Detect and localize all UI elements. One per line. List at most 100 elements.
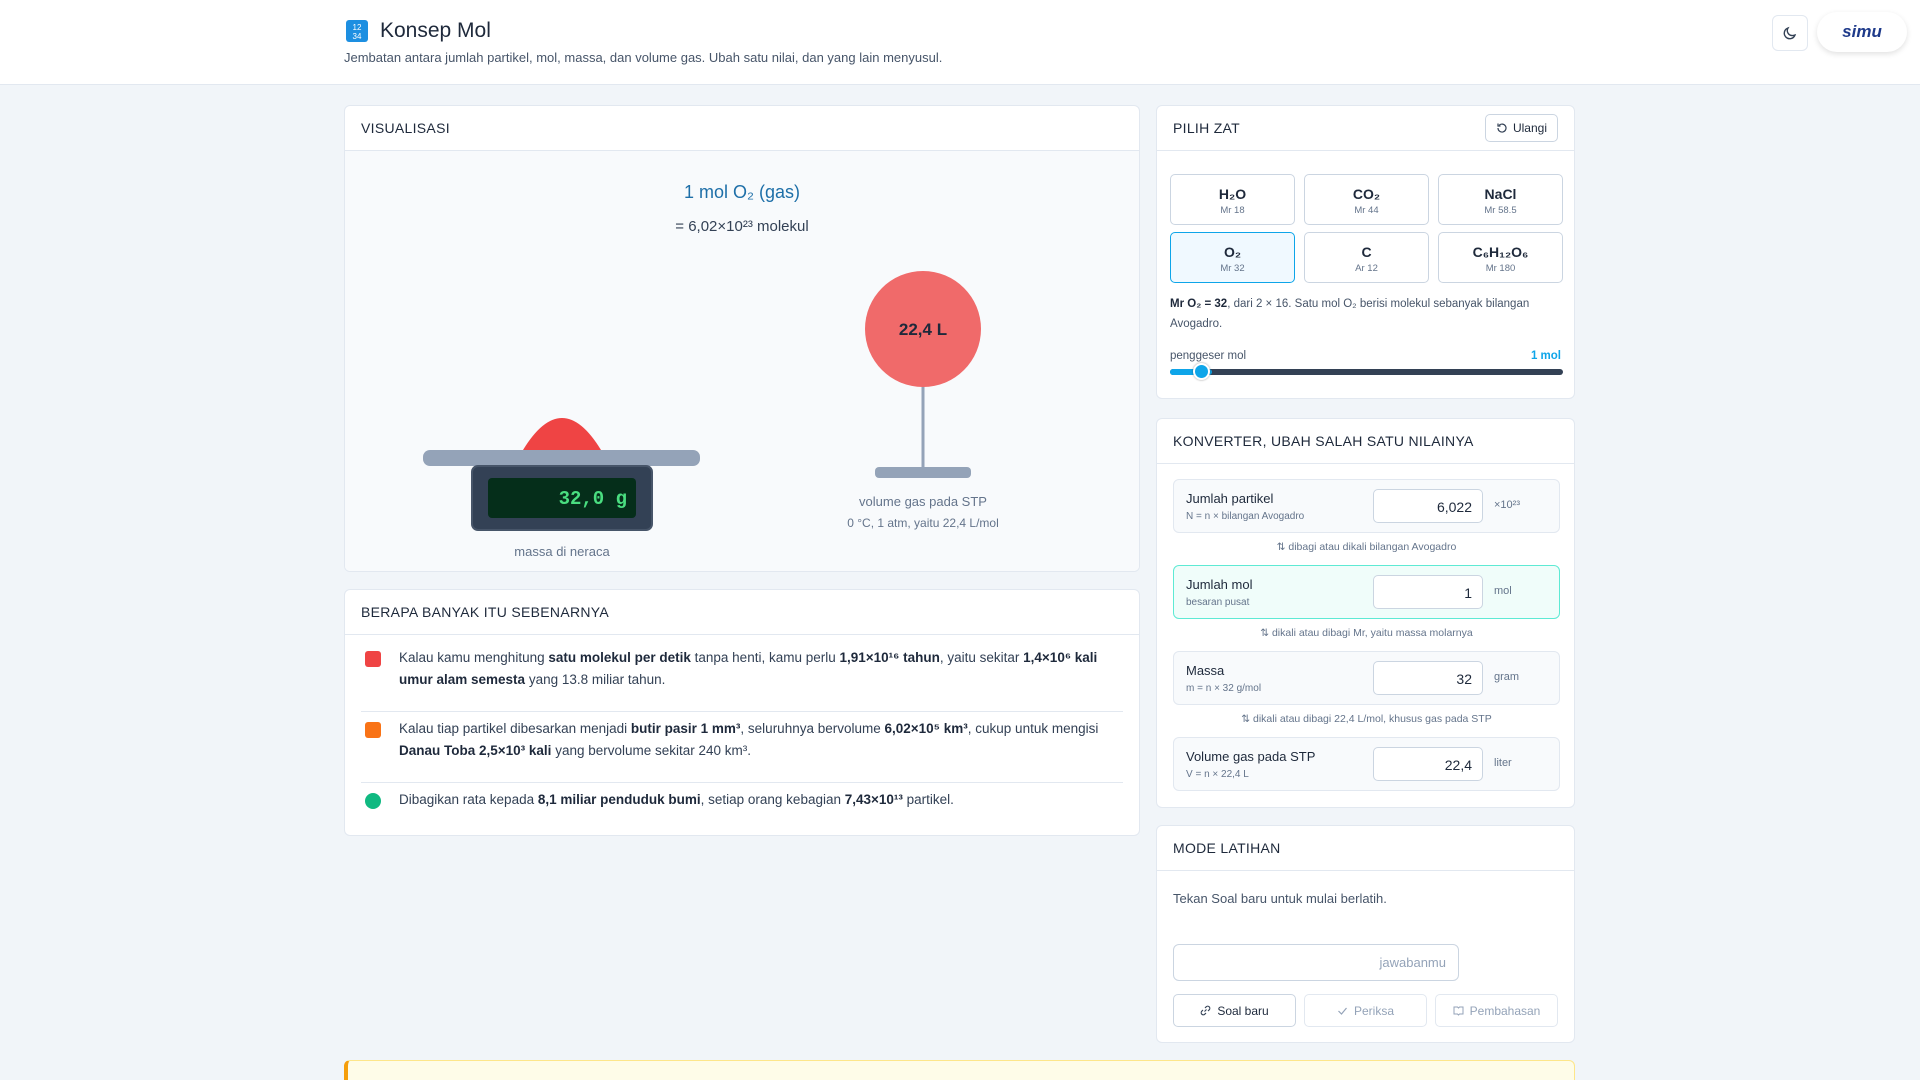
row-unit: mol (1494, 585, 1512, 597)
text: , dari 2 × 16. Satu mol O₂ berisi moleku… (1170, 298, 1530, 330)
substance-option[interactable]: CO₂ Mr 44 (1304, 174, 1429, 225)
svg-text:34: 34 (353, 32, 362, 41)
panel-heading: PILIH ZAT Ulangi (1157, 106, 1574, 151)
button-icon (1453, 1005, 1464, 1016)
molar-mass: Ar 12 (1355, 263, 1378, 274)
slider-track[interactable] (1170, 369, 1563, 375)
row-label: Jumlah mol (1186, 577, 1253, 592)
link-text: dibagi atau dikali bilangan Avogadro (1288, 541, 1457, 553)
heading-text: KONVERTER, UBAH SALAH SATU NILAINYA (1173, 433, 1474, 449)
substance-description: Mr O₂ = 32, dari 2 × 16. Satu mol O₂ ber… (1170, 294, 1565, 334)
bold-text: 1,4×10⁶ kali umur alam semesta (399, 650, 1098, 687)
bold-text: 1,91×10¹⁶ tahun (839, 650, 940, 665)
volume-note: 0 °C, 1 atm, yaitu 22,4 L/mol (847, 516, 999, 530)
notice-bar (344, 1060, 1575, 1080)
row-input[interactable]: 1 (1373, 575, 1483, 609)
fact-icon (365, 651, 381, 667)
theme-toggle[interactable] (1772, 15, 1808, 51)
formula: O₂ (1223, 244, 1242, 260)
scale-label: massa di neraca (514, 544, 610, 559)
link-arrow: ⇅ (1276, 541, 1289, 553)
scale-reading: 32,0 g (559, 488, 627, 510)
text: , cukup untuk mengisi (967, 721, 1099, 736)
panel-heading: MODE LATIHAN (1157, 826, 1574, 871)
substance-panel: PILIH ZAT Ulangi Mr O₂ = 32, dari 2 × 16… (1156, 105, 1575, 399)
converter-row: Massa m = n × 32 g/mol 32 gram (1173, 651, 1560, 705)
formula: CO₂ (1352, 186, 1381, 202)
amount: 1 mol O₂ (gas) (684, 182, 800, 202)
button-icon (1200, 1005, 1211, 1016)
visualization-panel: VISUALISASI 1 mol O₂ (gas) = 6,02×10²³ m… (344, 105, 1140, 572)
separator (361, 711, 1123, 712)
logo[interactable]: simu (1817, 12, 1907, 52)
fact-item: Dibagikan rata kepada 8,1 miliar pendudu… (361, 789, 1123, 811)
answer-input[interactable]: jawabanmu (1173, 944, 1459, 981)
slider-thumb[interactable] (1193, 363, 1210, 380)
text: , yaitu sekitar (939, 650, 1024, 665)
text: partikel. (902, 792, 954, 807)
balloon-stand (875, 467, 971, 478)
substance-option[interactable]: NaCl Mr 58.5 (1438, 174, 1563, 225)
heading-text: PILIH ZAT (1173, 120, 1241, 136)
button-icon (1337, 1005, 1348, 1016)
fact-icon (365, 793, 381, 809)
panel-heading: BERAPA BANYAK ITU SEBENARNYA (345, 590, 1139, 635)
conversion-link: ⇅ dibagi atau dikali bilangan Avogadro (1157, 541, 1574, 553)
app-subtitle: Jembatan antara jumlah partikel, mol, ma… (344, 50, 943, 65)
link-arrow: ⇅ (1260, 627, 1272, 639)
header: 12 34 Konsep Mol Jembatan antara jumlah p… (0, 0, 1920, 85)
row-input[interactable]: 32 (1373, 661, 1483, 695)
reset-button[interactable]: Ulangi (1484, 114, 1558, 142)
link-text: dikali atau dibagi 22,4 L/mol, khusus ga… (1252, 713, 1492, 725)
molar-mass: Mr 18 (1220, 205, 1245, 216)
app-title: Konsep Mol (380, 19, 491, 42)
fact-item: Kalau tiap partikel dibesarkan menjadi b… (361, 718, 1123, 762)
substance-option[interactable]: C Ar 12 (1304, 232, 1429, 283)
row-hint: m = n × 32 g/mol (1186, 683, 1262, 694)
row-label: Jumlah partikel (1186, 491, 1274, 506)
converter-panel: KONVERTER, UBAH SALAH SATU NILAINYA Juml… (1156, 418, 1575, 808)
scale-display (488, 478, 636, 518)
row-label: Massa (1186, 663, 1225, 678)
practice-prompt: Tekan Soal baru untuk mulai berlatih. (1173, 891, 1387, 906)
slider-label: penggeser mol (1170, 350, 1247, 362)
row-input[interactable]: 6,022 (1373, 489, 1483, 523)
row-hint: besaran pusat (1186, 597, 1250, 608)
text: Kalau tiap partikel dibesarkan menjadi (399, 721, 631, 736)
bold-text: 6,02×10⁵ km³ (884, 721, 968, 736)
facts-panel: BERAPA BANYAK ITU SEBENARNYA Kalau kamu … (344, 589, 1140, 836)
link-text: dikali atau dibagi Mr, yaitu massa molar… (1271, 627, 1473, 639)
volume-label: volume gas pada STP (859, 494, 987, 509)
practice-button[interactable]: Soal baru (1173, 994, 1296, 1027)
mass-pile (523, 418, 601, 450)
substance-option[interactable]: H₂O Mr 18 (1170, 174, 1295, 225)
text: Kalau kamu menghitung (399, 650, 549, 665)
row-hint: N = n × bilangan Avogadro (1186, 511, 1305, 522)
row-unit: liter (1494, 757, 1512, 769)
reset-label: Ulangi (1512, 121, 1547, 135)
substance-option[interactable]: O₂ Mr 32 (1170, 232, 1295, 283)
row-input[interactable]: 22,4 (1373, 747, 1483, 781)
converter-row: Jumlah partikel N = n × bilangan Avogadro… (1173, 479, 1560, 533)
bold-text: Danau Toba 2,5×10³ kali (399, 743, 552, 758)
row-unit: gram (1494, 671, 1520, 683)
molar-mass: Mr 32 (1220, 263, 1245, 274)
text: yang bervolume sekitar 240 km³. (551, 743, 752, 758)
button-label: Periksa (1353, 1003, 1394, 1018)
substance-option[interactable]: C₆H₁₂O₆ Mr 180 (1438, 232, 1563, 283)
row-unit: ×10²³ (1494, 499, 1520, 511)
bold-text: Mr O₂ = 32 (1170, 298, 1228, 310)
practice-button: Pembahasan (1435, 994, 1558, 1027)
row-label: Volume gas pada STP (1186, 749, 1316, 764)
button-label: Soal baru (1217, 1003, 1269, 1018)
row-hint: V = n × 22,4 L (1186, 769, 1249, 780)
practice-panel: MODE LATIHAN Tekan Soal baru untuk mulai… (1156, 825, 1575, 1043)
text: , seluruhnya bervolume (740, 721, 885, 736)
formula: C (1361, 244, 1372, 260)
converter-row: Jumlah mol besaran pusat 1 mol (1173, 565, 1560, 619)
fact-icon (365, 722, 381, 738)
svg-text:12: 12 (353, 23, 362, 32)
panel-heading: KONVERTER, UBAH SALAH SATU NILAINYA (1157, 419, 1574, 464)
